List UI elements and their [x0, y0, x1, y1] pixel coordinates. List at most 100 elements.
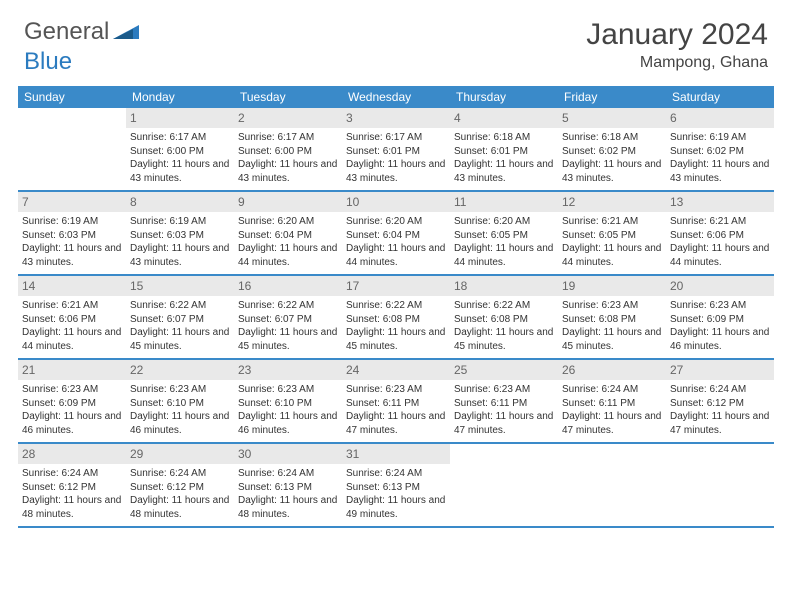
day-number: 7	[18, 192, 126, 212]
sunrise-text: Sunrise: 6:24 AM	[22, 467, 122, 481]
sunset-text: Sunset: 6:08 PM	[454, 313, 554, 327]
sunrise-text: Sunrise: 6:19 AM	[22, 215, 122, 229]
day-number	[18, 108, 126, 126]
sunset-text: Sunset: 6:11 PM	[562, 397, 662, 411]
sunset-text: Sunset: 6:11 PM	[454, 397, 554, 411]
daylight-text: Daylight: 11 hours and 44 minutes.	[346, 242, 446, 269]
calendar-day	[558, 444, 666, 526]
logo-text-b: Blue	[24, 48, 72, 76]
day-number: 15	[126, 276, 234, 296]
sunset-text: Sunset: 6:01 PM	[346, 145, 446, 159]
calendar-weeks: 1Sunrise: 6:17 AMSunset: 6:00 PMDaylight…	[18, 108, 774, 528]
sunrise-text: Sunrise: 6:19 AM	[130, 215, 230, 229]
calendar-week: 7Sunrise: 6:19 AMSunset: 6:03 PMDaylight…	[18, 192, 774, 276]
sunrise-text: Sunrise: 6:24 AM	[238, 467, 338, 481]
daylight-text: Daylight: 11 hours and 43 minutes.	[22, 242, 122, 269]
sunset-text: Sunset: 6:10 PM	[130, 397, 230, 411]
day-number	[666, 444, 774, 462]
sunrise-text: Sunrise: 6:21 AM	[670, 215, 770, 229]
day-number: 1	[126, 108, 234, 128]
day-number	[558, 444, 666, 462]
calendar-day: 22Sunrise: 6:23 AMSunset: 6:10 PMDayligh…	[126, 360, 234, 442]
sunrise-text: Sunrise: 6:24 AM	[562, 383, 662, 397]
calendar-day: 3Sunrise: 6:17 AMSunset: 6:01 PMDaylight…	[342, 108, 450, 190]
calendar-day: 20Sunrise: 6:23 AMSunset: 6:09 PMDayligh…	[666, 276, 774, 358]
calendar-day: 7 Sunrise: 6:19 AMSunset: 6:03 PMDaylight…	[18, 192, 126, 274]
weekday-header: Tuesday	[234, 86, 342, 108]
sunrise-text: Sunrise: 6:18 AM	[562, 131, 662, 145]
day-number: 8	[126, 192, 234, 212]
sunrise-text: Sunrise: 6:24 AM	[346, 467, 446, 481]
sunset-text: Sunset: 6:03 PM	[22, 229, 122, 243]
sunset-text: Sunset: 6:06 PM	[670, 229, 770, 243]
weekday-header: Wednesday	[342, 86, 450, 108]
sunset-text: Sunset: 6:07 PM	[238, 313, 338, 327]
daylight-text: Daylight: 11 hours and 43 minutes.	[130, 242, 230, 269]
daylight-text: Daylight: 11 hours and 46 minutes.	[22, 410, 122, 437]
calendar-day: 13Sunrise: 6:21 AMSunset: 6:06 PMDayligh…	[666, 192, 774, 274]
daylight-text: Daylight: 11 hours and 47 minutes.	[670, 410, 770, 437]
day-number: 2	[234, 108, 342, 128]
day-number	[450, 444, 558, 462]
sunset-text: Sunset: 6:02 PM	[670, 145, 770, 159]
daylight-text: Daylight: 11 hours and 44 minutes.	[670, 242, 770, 269]
sunrise-text: Sunrise: 6:18 AM	[454, 131, 554, 145]
calendar-day: 9Sunrise: 6:20 AMSunset: 6:04 PMDaylight…	[234, 192, 342, 274]
calendar-day	[18, 108, 126, 190]
calendar-day: 8Sunrise: 6:19 AMSunset: 6:03 PMDaylight…	[126, 192, 234, 274]
daylight-text: Daylight: 11 hours and 45 minutes.	[238, 326, 338, 353]
sunset-text: Sunset: 6:06 PM	[22, 313, 122, 327]
daylight-text: Daylight: 11 hours and 44 minutes.	[454, 242, 554, 269]
day-number: 31	[342, 444, 450, 464]
sunset-text: Sunset: 6:00 PM	[130, 145, 230, 159]
daylight-text: Daylight: 11 hours and 43 minutes.	[238, 158, 338, 185]
sunset-text: Sunset: 6:12 PM	[22, 481, 122, 495]
sunrise-text: Sunrise: 6:22 AM	[238, 299, 338, 313]
sunrise-text: Sunrise: 6:23 AM	[22, 383, 122, 397]
daylight-text: Daylight: 11 hours and 47 minutes.	[346, 410, 446, 437]
day-number: 21	[18, 360, 126, 380]
daylight-text: Daylight: 11 hours and 43 minutes.	[130, 158, 230, 185]
sunrise-text: Sunrise: 6:20 AM	[454, 215, 554, 229]
daylight-text: Daylight: 11 hours and 46 minutes.	[130, 410, 230, 437]
sunrise-text: Sunrise: 6:23 AM	[130, 383, 230, 397]
sunrise-text: Sunrise: 6:24 AM	[130, 467, 230, 481]
sunset-text: Sunset: 6:08 PM	[562, 313, 662, 327]
calendar-day: 31Sunrise: 6:24 AMSunset: 6:13 PMDayligh…	[342, 444, 450, 526]
calendar-week: 14Sunrise: 6:21 AMSunset: 6:06 PMDayligh…	[18, 276, 774, 360]
day-number: 30	[234, 444, 342, 464]
daylight-text: Daylight: 11 hours and 43 minutes.	[670, 158, 770, 185]
sunrise-text: Sunrise: 6:24 AM	[670, 383, 770, 397]
daylight-text: Daylight: 11 hours and 48 minutes.	[238, 494, 338, 521]
sunset-text: Sunset: 6:00 PM	[238, 145, 338, 159]
calendar-day: 16Sunrise: 6:22 AMSunset: 6:07 PMDayligh…	[234, 276, 342, 358]
sunset-text: Sunset: 6:13 PM	[238, 481, 338, 495]
title-block: January 2024 Mampong, Ghana	[586, 18, 768, 72]
sunrise-text: Sunrise: 6:17 AM	[130, 131, 230, 145]
calendar-week: 1Sunrise: 6:17 AMSunset: 6:00 PMDaylight…	[18, 108, 774, 192]
logo-text-a: General	[24, 18, 109, 46]
sunrise-text: Sunrise: 6:19 AM	[670, 131, 770, 145]
day-number: 17	[342, 276, 450, 296]
daylight-text: Daylight: 11 hours and 44 minutes.	[238, 242, 338, 269]
weekday-header: Thursday	[450, 86, 558, 108]
day-number: 27	[666, 360, 774, 380]
day-number: 3	[342, 108, 450, 128]
daylight-text: Daylight: 11 hours and 43 minutes.	[454, 158, 554, 185]
calendar-day: 12Sunrise: 6:21 AMSunset: 6:05 PMDayligh…	[558, 192, 666, 274]
calendar-day: 24Sunrise: 6:23 AMSunset: 6:11 PMDayligh…	[342, 360, 450, 442]
sunrise-text: Sunrise: 6:23 AM	[670, 299, 770, 313]
sunset-text: Sunset: 6:12 PM	[130, 481, 230, 495]
calendar-day: 19Sunrise: 6:23 AMSunset: 6:08 PMDayligh…	[558, 276, 666, 358]
day-number: 19	[558, 276, 666, 296]
weekday-header: Friday	[558, 86, 666, 108]
calendar-day: 10Sunrise: 6:20 AMSunset: 6:04 PMDayligh…	[342, 192, 450, 274]
daylight-text: Daylight: 11 hours and 45 minutes.	[346, 326, 446, 353]
calendar: SundayMondayTuesdayWednesdayThursdayFrid…	[18, 86, 774, 528]
location-label: Mampong, Ghana	[586, 54, 768, 72]
calendar-day	[450, 444, 558, 526]
sunrise-text: Sunrise: 6:23 AM	[562, 299, 662, 313]
sunset-text: Sunset: 6:05 PM	[454, 229, 554, 243]
calendar-day: 17Sunrise: 6:22 AMSunset: 6:08 PMDayligh…	[342, 276, 450, 358]
sunrise-text: Sunrise: 6:17 AM	[346, 131, 446, 145]
